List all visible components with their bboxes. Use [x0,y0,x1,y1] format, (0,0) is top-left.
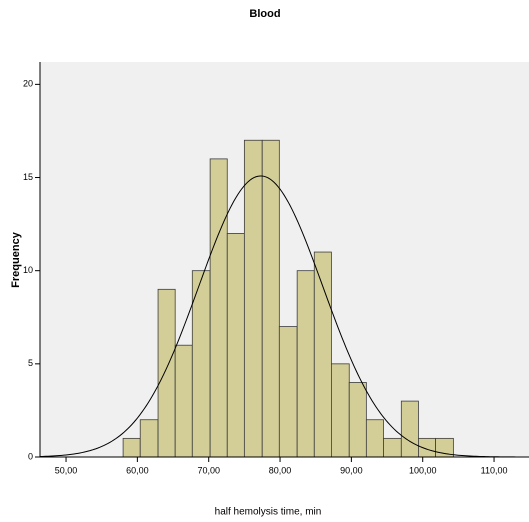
bar [331,363,350,458]
bar [174,344,193,458]
bar [261,139,280,458]
bar [226,233,245,458]
x-tick-label: 90,00 [340,465,363,475]
x-tick-label: 70,00 [197,465,220,475]
bar [418,437,436,458]
bar [191,270,211,458]
x-tick-label: 60,00 [126,465,149,475]
bar [278,326,298,458]
bar [209,158,228,458]
bar [243,139,263,458]
bar [122,437,141,458]
chart-title: Blood [249,8,280,20]
y-tick-label: 10 [23,265,33,275]
bar [400,400,419,458]
x-tick-label: 110,00 [481,465,508,475]
y-tick-label: 5 [28,358,33,368]
bar [296,270,315,458]
normal-curve [39,175,528,458]
x-tick-label: 80,00 [269,465,292,475]
y-axis-label: Frequency [10,231,22,288]
x-tick-label: 50,00 [55,465,78,475]
bar [157,288,176,458]
bar [365,419,384,458]
y-tick-label: 15 [23,172,33,182]
x-tick-label: 100,00 [409,465,437,475]
x-axis-label: half hemolysis time, min [215,507,322,518]
y-tick-label: 20 [23,79,33,89]
bar [313,251,332,458]
y-tick-label: 0 [28,451,33,461]
bar [383,437,402,458]
bar [348,382,367,458]
bar [139,419,159,458]
